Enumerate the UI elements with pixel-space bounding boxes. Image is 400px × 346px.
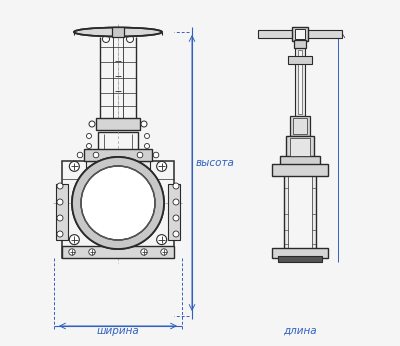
Circle shape bbox=[69, 235, 79, 245]
Circle shape bbox=[144, 134, 150, 138]
Circle shape bbox=[173, 215, 179, 221]
Circle shape bbox=[89, 249, 95, 255]
Circle shape bbox=[69, 161, 79, 171]
Bar bbox=[112, 27, 124, 37]
Bar bbox=[278, 256, 322, 262]
Circle shape bbox=[102, 36, 110, 43]
Bar bbox=[294, 40, 306, 48]
Bar bbox=[288, 168, 312, 256]
Circle shape bbox=[93, 152, 99, 158]
Bar bbox=[62, 161, 174, 258]
Bar bbox=[168, 184, 180, 240]
Bar bbox=[290, 116, 310, 136]
Bar bbox=[298, 50, 302, 114]
Bar bbox=[280, 156, 320, 166]
Bar bbox=[286, 136, 314, 158]
Circle shape bbox=[89, 121, 95, 127]
Circle shape bbox=[86, 134, 92, 138]
Polygon shape bbox=[258, 30, 342, 38]
Circle shape bbox=[153, 152, 159, 158]
Circle shape bbox=[57, 215, 63, 221]
Circle shape bbox=[173, 231, 179, 237]
Bar bbox=[56, 184, 68, 240]
Bar bbox=[272, 248, 328, 258]
Bar bbox=[272, 164, 328, 176]
Circle shape bbox=[77, 152, 83, 158]
Bar bbox=[96, 118, 140, 130]
Bar bbox=[278, 256, 322, 262]
Circle shape bbox=[141, 121, 147, 127]
Circle shape bbox=[157, 161, 167, 171]
Circle shape bbox=[173, 183, 179, 189]
Text: длина: длина bbox=[283, 326, 317, 336]
Bar bbox=[98, 132, 138, 153]
Circle shape bbox=[126, 36, 134, 43]
Bar bbox=[293, 118, 307, 134]
Bar bbox=[290, 138, 310, 156]
Bar bbox=[62, 246, 174, 258]
Text: ширина: ширина bbox=[97, 326, 139, 336]
Circle shape bbox=[157, 235, 167, 245]
Circle shape bbox=[69, 249, 75, 255]
Circle shape bbox=[141, 249, 147, 255]
Bar bbox=[295, 48, 305, 116]
Bar bbox=[288, 56, 312, 64]
Circle shape bbox=[173, 199, 179, 205]
Bar bbox=[292, 27, 308, 41]
Circle shape bbox=[57, 199, 63, 205]
Circle shape bbox=[86, 144, 92, 148]
Bar bbox=[284, 166, 316, 258]
Circle shape bbox=[72, 157, 164, 249]
Circle shape bbox=[161, 249, 167, 255]
Bar bbox=[84, 149, 152, 161]
Circle shape bbox=[144, 144, 150, 148]
Ellipse shape bbox=[74, 27, 162, 36]
Circle shape bbox=[57, 231, 63, 237]
Bar bbox=[86, 161, 150, 179]
Circle shape bbox=[81, 166, 155, 240]
Circle shape bbox=[57, 183, 63, 189]
Wedge shape bbox=[72, 157, 164, 249]
Circle shape bbox=[137, 152, 143, 158]
Text: высота: высота bbox=[196, 158, 235, 168]
Bar bbox=[295, 29, 305, 39]
